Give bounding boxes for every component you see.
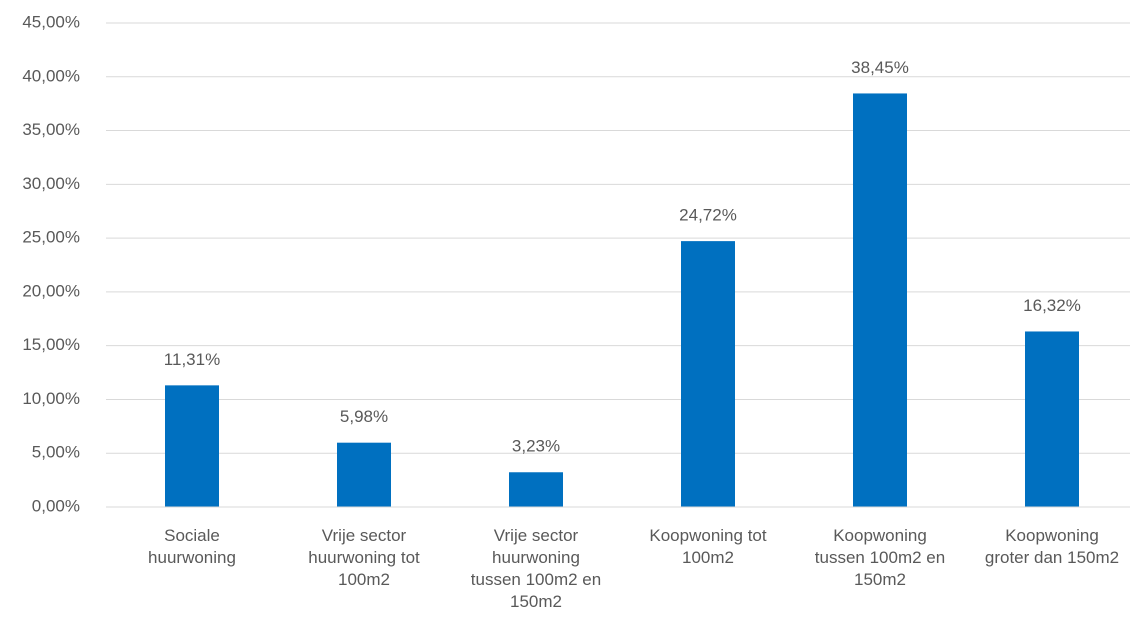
y-tick-label: 45,00% xyxy=(22,12,80,31)
x-tick-label: Koopwoning groter dan 150m2 xyxy=(985,526,1119,567)
y-tick-label: 35,00% xyxy=(22,120,80,139)
bar xyxy=(509,472,563,507)
data-label: 11,31% xyxy=(164,350,220,369)
x-tick-label: Koopwoning tot 100m2 xyxy=(649,526,766,567)
bar xyxy=(337,442,391,507)
data-label: 5,98% xyxy=(340,407,388,426)
data-label: 38,45% xyxy=(851,58,909,77)
y-tick-label: 0,00% xyxy=(32,496,80,515)
y-tick-label: 25,00% xyxy=(22,228,80,247)
x-tick-label: Vrije sector huurwoning tussen 100m2 en 150… xyxy=(471,526,601,611)
y-tick-label: 20,00% xyxy=(22,281,80,300)
x-tick-label: Vrije sector huurwoning tot 100m2 xyxy=(308,526,420,589)
data-label: 24,72% xyxy=(679,206,737,225)
y-tick-label: 30,00% xyxy=(22,174,80,193)
y-tick-label: 40,00% xyxy=(22,66,80,85)
x-tick-label: Koopwoning tussen 100m2 en 150m2 xyxy=(815,526,945,589)
x-tick-label: Sociale huurwoning xyxy=(148,526,236,567)
bar xyxy=(681,241,735,507)
data-label: 16,32% xyxy=(1023,296,1081,315)
y-tick-label: 5,00% xyxy=(32,443,80,462)
data-label: 3,23% xyxy=(512,437,560,456)
y-tick-label: 15,00% xyxy=(22,335,80,354)
bar xyxy=(853,93,907,508)
bar xyxy=(1025,331,1079,507)
bar xyxy=(165,385,219,507)
y-tick-label: 10,00% xyxy=(22,389,80,408)
